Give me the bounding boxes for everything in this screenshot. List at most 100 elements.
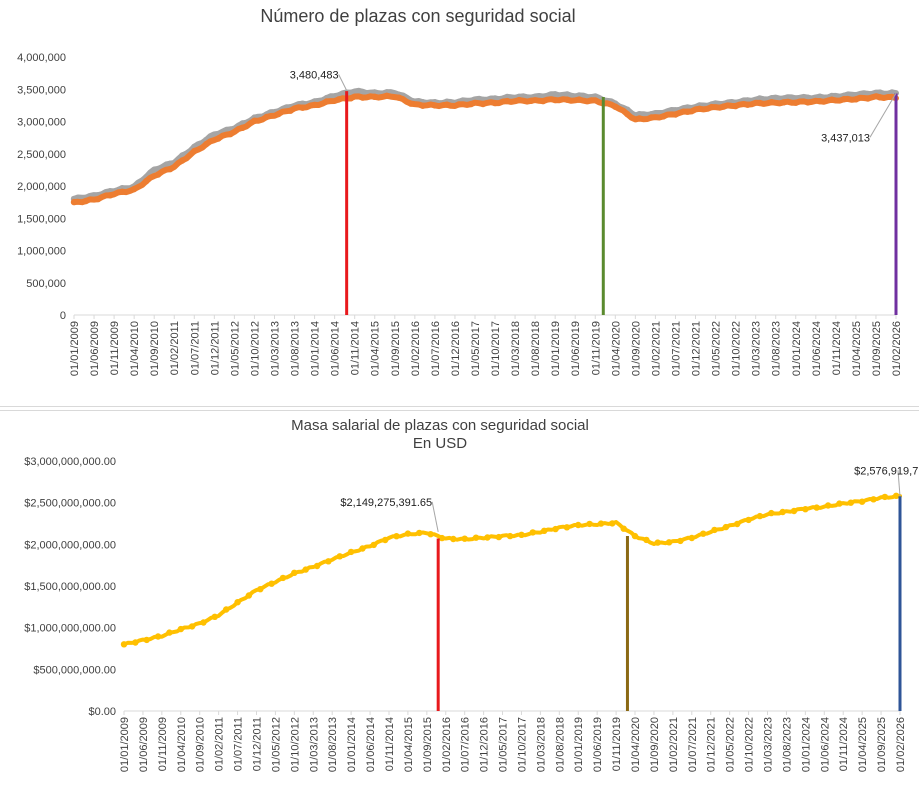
series-point: [688, 534, 695, 542]
series-point: [529, 529, 536, 536]
series-point: [359, 88, 366, 96]
series-point: [223, 606, 230, 613]
y-tick-label: 2,500,000: [17, 149, 66, 161]
series-point: [120, 641, 128, 648]
x-tick-label: 01/02/2021: [668, 717, 680, 772]
x-tick-label: 01/06/2019: [570, 321, 582, 376]
series-point: [672, 111, 679, 118]
series-point: [506, 532, 514, 540]
x-tick-label: 01/05/2022: [725, 717, 737, 772]
series-point: [881, 493, 889, 501]
chart-masa-salarial: Masa salarial de plazas con seguridad so…: [24, 417, 919, 772]
x-tick-label: 01/04/2010: [176, 717, 188, 772]
series-point: [527, 97, 535, 105]
series-point: [836, 500, 843, 507]
x-tick-label: 01/06/2014: [330, 321, 342, 376]
series-point: [287, 107, 294, 114]
y-tick-label: $2,500,000,000.00: [24, 498, 116, 510]
x-tick-label: 01/03/2013: [269, 321, 281, 376]
y-tick-label: $3,000,000,000.00: [24, 456, 116, 468]
series-point: [179, 157, 186, 164]
series-point: [734, 520, 741, 528]
x-tick-label: 01/08/2023: [771, 321, 783, 376]
series-point: [840, 96, 848, 103]
x-tick-label: 01/08/2013: [290, 321, 302, 376]
series-point: [177, 625, 184, 633]
x-tick-label: 01/05/2012: [229, 321, 241, 376]
series-point: [660, 113, 667, 120]
series-point: [155, 171, 162, 178]
y-tick-label: 4,000,000: [17, 52, 66, 64]
data-label: $2,149,275,391.65: [340, 497, 432, 509]
series-point: [443, 101, 451, 108]
x-tick-label: 01/11/2024: [838, 717, 850, 771]
x-tick-label: 01/03/2018: [535, 717, 547, 772]
series-point: [472, 534, 480, 541]
x-tick-label: 01/02/2016: [410, 321, 422, 376]
series-point: [166, 629, 173, 636]
series-point: [484, 534, 491, 541]
x-tick-label: 01/03/2023: [763, 717, 775, 772]
series-point: [382, 536, 389, 544]
series-point: [864, 95, 872, 102]
series-point: [503, 97, 511, 105]
series-point: [154, 633, 162, 640]
x-tick-label: 01/10/2017: [516, 717, 528, 772]
series-point: [279, 574, 287, 582]
series-point: [677, 537, 684, 545]
series-point: [359, 94, 366, 101]
series-point: [438, 534, 446, 542]
series-point: [94, 195, 102, 203]
x-tick-label: 01/04/2010: [129, 321, 141, 376]
series-point: [383, 92, 390, 100]
series-point: [539, 97, 547, 105]
series-point: [263, 113, 270, 121]
data-label: 3,437,013: [821, 132, 870, 144]
x-tick-label: 01/02/2016: [441, 717, 453, 772]
x-tick-label: 01/01/2009: [119, 717, 131, 772]
x-tick-label: 01/05/2022: [711, 321, 723, 376]
x-tick-label: 01/05/2017: [498, 717, 510, 772]
series-point: [636, 115, 643, 122]
x-tick-label: 01/03/2023: [751, 321, 763, 376]
x-tick-label: 01/04/2025: [857, 717, 869, 772]
series-point: [200, 619, 207, 626]
x-tick-label: 01/10/2022: [731, 321, 743, 376]
series-point: [816, 98, 823, 105]
x-tick-label: 01/01/2024: [800, 717, 812, 772]
series-point: [370, 541, 377, 549]
x-tick-label: 01/11/2019: [590, 321, 602, 375]
series-point: [870, 496, 877, 503]
series-point: [588, 97, 595, 104]
series-point: [722, 523, 730, 531]
x-tick-label: 01/06/2024: [819, 717, 831, 772]
series-line-1: [71, 92, 899, 206]
series-point: [118, 188, 126, 195]
series-point: [515, 96, 523, 104]
series-point: [780, 99, 787, 106]
series-point: [876, 94, 884, 101]
series-point: [518, 531, 525, 538]
x-tick-label: 01/01/2024: [791, 321, 803, 376]
x-tick-label: 01/05/2017: [470, 321, 482, 376]
annotation-leader: [869, 93, 897, 138]
data-label: $2,576,919,712.28: [854, 465, 919, 477]
x-tick-label: 01/09/2020: [630, 321, 642, 376]
x-tick-label: 01/04/2015: [403, 717, 415, 772]
x-tick-label: 01/12/2021: [691, 321, 703, 376]
series-point: [804, 99, 811, 106]
series-point: [393, 533, 400, 540]
x-tick-label: 01/02/2026: [895, 717, 907, 772]
y-tick-label: 3,500,000: [17, 84, 66, 96]
series-point: [234, 599, 241, 606]
series-point: [395, 94, 402, 101]
series-line-0: [122, 493, 902, 647]
x-tick-label: 01/06/2024: [811, 321, 823, 376]
series-point: [70, 198, 78, 206]
series-point: [768, 509, 775, 517]
annotation-leader: [897, 470, 901, 497]
series-point: [744, 101, 751, 108]
series-point: [467, 100, 475, 108]
series-point: [359, 545, 366, 552]
x-tick-label: 01/04/2020: [630, 717, 642, 772]
